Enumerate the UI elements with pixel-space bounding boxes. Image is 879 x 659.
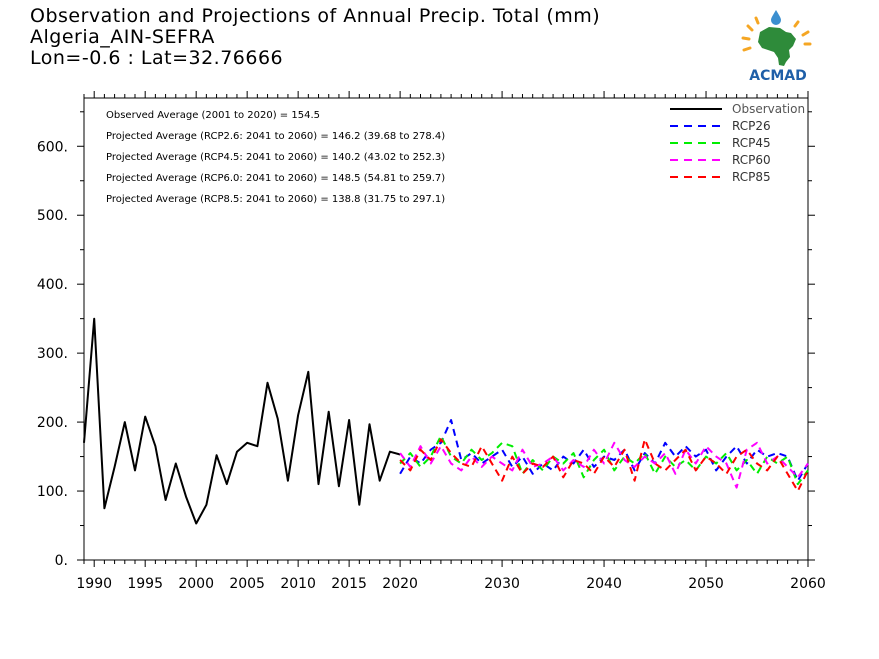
legend-label: Observation [732,102,805,116]
series-rcp26 [399,419,809,482]
africa-map-icon [758,27,796,66]
legend-label: RCP85 [732,170,771,184]
sun-rays-icon [741,16,812,52]
x-tick-label: 2050 [688,576,724,592]
y-tick-label: 400. [37,277,68,293]
y-tick-label: 300. [37,346,68,362]
x-tick-label: 2040 [586,576,622,592]
series-observation [83,317,401,525]
axes: 0. 100. 200. 300. 400. 500. 600. 1990 1995 2000 20… [37,91,826,592]
x-tick-label: 2060 [790,576,826,592]
legend-label: RCP26 [732,119,771,133]
annotation-text: Observed Average (2001 to 2020) = 154.5 [106,110,320,121]
station-name: Algeria_AIN-SEFRA [30,26,215,48]
legend-label: RCP60 [732,153,771,167]
series-rcp60 [399,441,809,489]
legend-label: RCP45 [732,136,771,150]
y-tick-label: 500. [37,208,68,224]
y-tick-label: 600. [37,139,68,155]
annotation-text: Projected Average (RCP8.5: 2041 to 2060)… [106,194,445,205]
x-tick-label: 2010 [280,576,316,592]
annotation-text: Projected Average (RCP6.0: 2041 to 2060)… [106,173,445,184]
plot-series [83,317,809,525]
x-tick-label: 2015 [331,576,367,592]
logo-text: ACMAD [749,68,807,84]
x-tick-label: 2020 [382,576,418,592]
legend: Observation RCP26 RCP45 RCP60 RCP85 [670,102,805,184]
plot-frame [83,97,809,561]
x-tick-label: 2005 [229,576,265,592]
annotation-text: Projected Average (RCP2.6: 2041 to 2060)… [106,131,445,142]
chart-title: Observation and Projections of Annual Pr… [30,5,601,27]
annotation-text: Projected Average (RCP4.5: 2041 to 2060)… [106,152,445,163]
x-tick-label: 1990 [76,576,112,592]
annotations: Observed Average (2001 to 2020) = 154.5 P… [106,110,445,205]
x-tick-label: 2000 [178,576,214,592]
water-drop-icon [771,10,781,25]
chart-titles: Observation and Projections of Annual Pr… [30,6,600,69]
x-tick-label: 2030 [484,576,520,592]
x-tick-label: 1995 [127,576,163,592]
acmad-logo: ACMAD [741,10,812,84]
series-rcp45 [399,434,809,486]
y-tick-label: 100. [37,484,68,500]
y-tick-label: 0. [55,553,68,569]
station-coordinates: Lon=-0.6 : Lat=32.76666 [30,47,284,69]
series-rcp85 [399,438,809,492]
y-tick-label: 200. [37,415,68,431]
